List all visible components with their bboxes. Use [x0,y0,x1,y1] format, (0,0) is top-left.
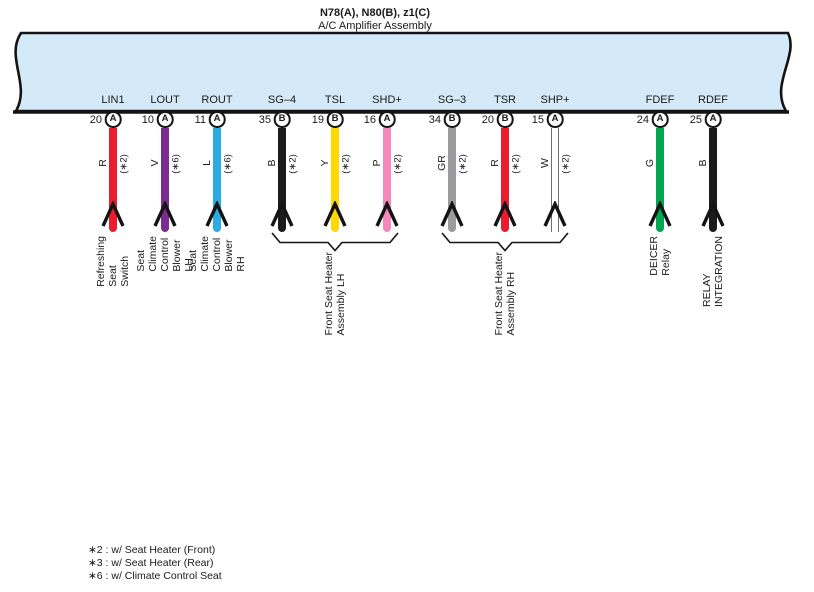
connector-id-badge: B [326,111,344,128]
wire-color-code: R [489,159,501,167]
wire-color-code: W [539,158,551,168]
pin-number: 24 [636,114,649,126]
component-id: N78(A), N80(B), z1(C) [319,7,431,19]
wire-note: (∗2) [510,154,522,174]
continuation-arrow-icon [205,201,229,227]
continuation-arrow-icon [270,201,294,227]
group-label-front-seat-heater-rh: Front Seat Heater Assembly RH [493,252,517,336]
pin-number: 11 [194,114,206,126]
group-brace-lh [271,232,399,252]
pin-number: 10 [141,114,154,126]
pin-number: 16 [363,114,376,126]
footnote-2: ∗2 : w/ Seat Heater (Front) [88,544,216,556]
wire-line [109,128,117,232]
pin-number: 20 [481,114,494,126]
signal-label: SG–4 [267,94,297,106]
pin-number: 15 [531,114,544,126]
signal-label: TSL [324,94,346,106]
diagram-title: N78(A), N80(B), z1(C) A/C Amplifier Asse… [318,7,432,33]
wire-line [213,128,221,232]
pin-number: 20 [89,114,102,126]
wire-note: (∗2) [118,154,130,174]
wire-color-code: L [201,160,213,166]
pin-number: 25 [689,114,702,126]
wire-line [278,128,286,232]
wire-color-code: B [697,159,709,167]
connector-id-badge: B [273,111,291,128]
continuation-arrow-icon [493,201,517,227]
footnotes: ∗2 : w/ Seat Heater (Front) ∗3 : w/ Seat… [88,544,222,584]
connector-id-badge: A [704,111,722,128]
wire-line [161,128,169,232]
wire-line [709,128,717,232]
wire-note: (∗6) [222,154,234,174]
destination-label: Seat Climate Control Blower LH [135,235,195,272]
connector-id-badge: A [651,111,669,128]
signal-label: TSR [494,94,516,106]
connector-id-badge: A [208,111,226,128]
footnote-6: ∗6 : w/ Climate Control Seat [88,570,222,583]
wire-note: (∗2) [457,154,469,174]
signal-label: FDEF [645,94,675,106]
connector-id-badge: B [443,111,461,128]
continuation-arrow-icon [323,201,347,227]
wire-note: (∗2) [340,154,352,174]
signal-label: SHD+ [372,94,402,106]
wire-color-code: B [266,159,278,167]
signal-label: SG–3 [437,94,467,106]
wire-color-code: G [644,158,656,168]
destination-label: RELAY INTEGRATION [701,235,725,307]
wire-color-code: P [371,159,383,167]
continuation-arrow-icon [440,201,464,227]
connector-id-badge: A [156,111,174,128]
connector-id-badge: A [546,111,564,128]
group-label-front-seat-heater-lh: Front Seat Heater Assembly LH [323,252,347,336]
wire-color-code: Y [319,159,331,167]
wire-line [448,128,456,232]
wire-color-code: GR [436,155,448,171]
footnote-3: ∗3 : w/ Seat Heater (Rear) [88,557,214,570]
continuation-arrow-icon [101,201,125,227]
group-brace-rh [441,232,569,252]
component-name: A/C Amplifier Assembly [318,20,432,32]
connector-id-badge: A [378,111,396,128]
pin-number: 35 [258,114,271,126]
continuation-arrow-icon [648,201,672,227]
signal-label: SHP+ [540,94,570,106]
continuation-arrow-icon [375,201,399,227]
continuation-arrow-icon [701,201,725,227]
wire-line [383,128,391,232]
connector-id-badge: B [496,111,514,128]
wire-line [656,128,664,232]
pin-number: 19 [311,114,324,126]
connector-id-badge: A [104,111,122,128]
wire-line [331,128,339,232]
wire-note: (∗2) [392,154,404,174]
signal-label: RDEF [698,94,728,106]
destination-label: Refreshing Seat Switch [95,236,131,287]
wire-note: (∗2) [560,154,572,174]
continuation-arrow-icon [153,201,177,227]
continuation-arrow-icon [543,201,567,227]
wire-line [501,128,509,232]
destination-label: DEICER Relay [648,236,672,276]
signal-label: ROUT [201,94,233,106]
pin-number: 34 [428,114,441,126]
signal-label: LOUT [150,94,180,106]
wire-note: (∗6) [170,154,182,174]
signal-label: LIN1 [101,94,125,106]
wire-note: (∗2) [287,154,299,174]
wire-line [551,128,559,232]
destination-label: Seat Climate Control Blower RH [187,235,247,272]
wire-color-code: R [97,159,109,167]
wire-color-code: V [149,159,161,167]
